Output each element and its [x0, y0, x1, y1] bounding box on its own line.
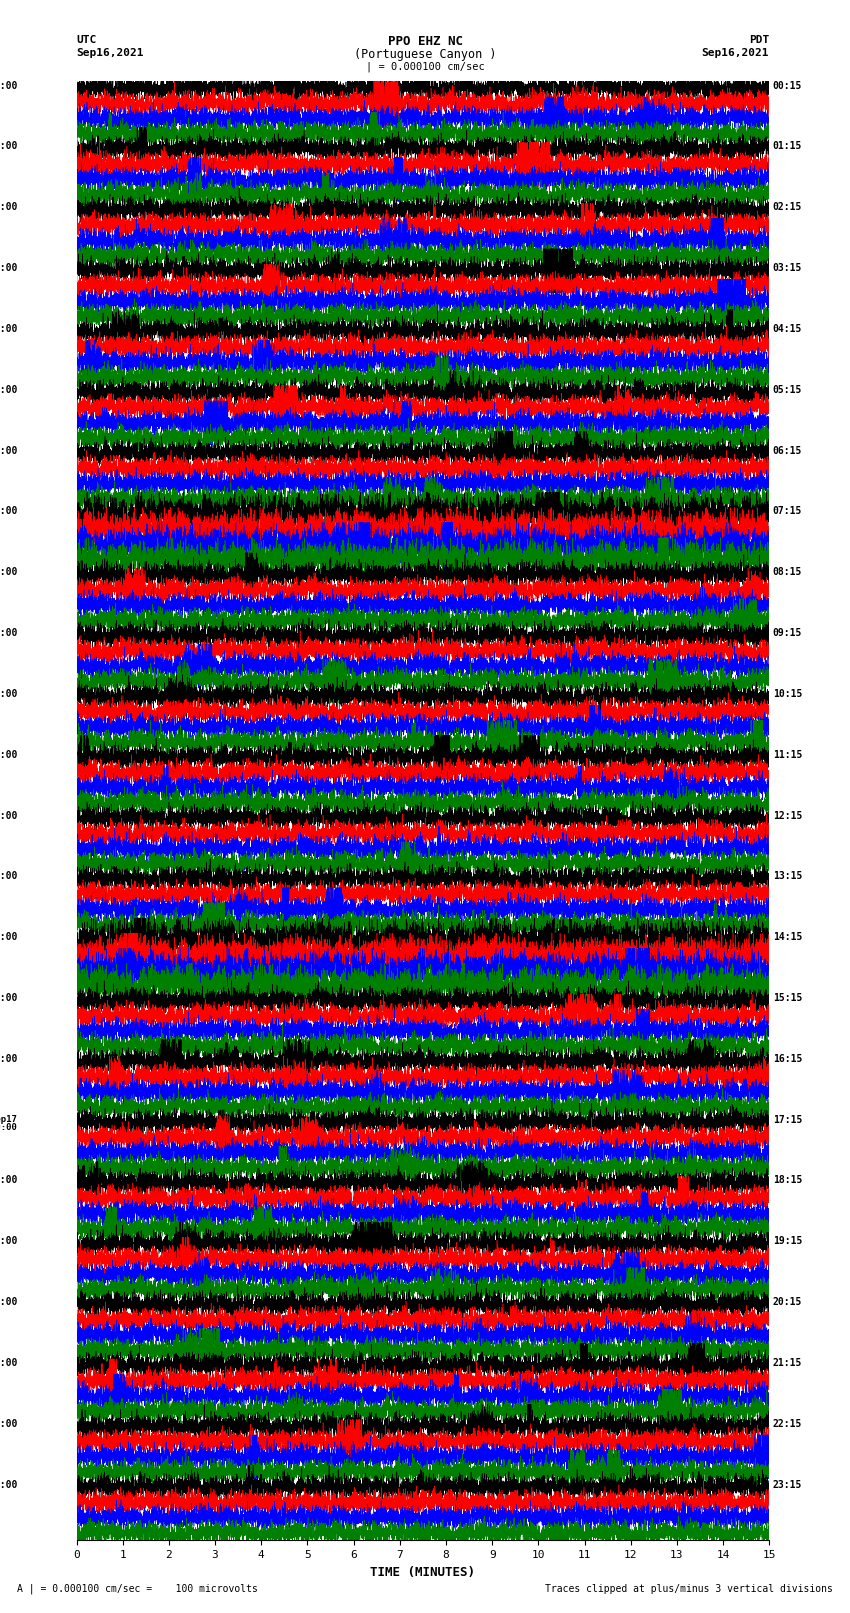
Text: 06:15: 06:15 — [773, 445, 802, 455]
Text: 07:00: 07:00 — [0, 81, 18, 90]
Text: 03:00: 03:00 — [0, 1297, 18, 1307]
Text: 18:15: 18:15 — [773, 1176, 802, 1186]
Text: 11:00: 11:00 — [0, 324, 18, 334]
Text: UTC: UTC — [76, 35, 97, 45]
Text: Sep16,2021: Sep16,2021 — [702, 48, 769, 58]
Text: 18:00: 18:00 — [0, 750, 18, 760]
Text: 22:15: 22:15 — [773, 1419, 802, 1429]
Text: 23:00: 23:00 — [0, 1053, 18, 1065]
Text: 17:15: 17:15 — [773, 1115, 802, 1124]
Text: 19:15: 19:15 — [773, 1236, 802, 1247]
Text: 20:15: 20:15 — [773, 1297, 802, 1307]
Text: | = 0.000100 cm/sec: | = 0.000100 cm/sec — [366, 61, 484, 73]
Text: Traces clipped at plus/minus 3 vertical divisions: Traces clipped at plus/minus 3 vertical … — [545, 1584, 833, 1594]
Text: 15:15: 15:15 — [773, 994, 802, 1003]
Text: 09:00: 09:00 — [0, 202, 18, 213]
Text: 17:00: 17:00 — [0, 689, 18, 698]
Text: 22:00: 22:00 — [0, 994, 18, 1003]
Text: PDT: PDT — [749, 35, 769, 45]
Text: 14:00: 14:00 — [0, 506, 18, 516]
Text: 12:00: 12:00 — [0, 386, 18, 395]
Text: Sep17: Sep17 — [0, 1115, 18, 1124]
Text: 14:15: 14:15 — [773, 932, 802, 942]
Text: 05:15: 05:15 — [773, 386, 802, 395]
Text: PPO EHZ NC: PPO EHZ NC — [388, 35, 462, 48]
Text: 23:15: 23:15 — [773, 1479, 802, 1489]
Text: Sep16,2021: Sep16,2021 — [76, 48, 144, 58]
Text: 03:15: 03:15 — [773, 263, 802, 273]
Text: 02:15: 02:15 — [773, 202, 802, 213]
Text: 13:15: 13:15 — [773, 871, 802, 881]
Text: 10:15: 10:15 — [773, 689, 802, 698]
Text: 08:15: 08:15 — [773, 568, 802, 577]
Text: 12:15: 12:15 — [773, 810, 802, 821]
Text: 07:15: 07:15 — [773, 506, 802, 516]
Text: A | = 0.000100 cm/sec =    100 microvolts: A | = 0.000100 cm/sec = 100 microvolts — [17, 1582, 258, 1594]
Text: 13:00: 13:00 — [0, 445, 18, 455]
Text: 00:00: 00:00 — [0, 1123, 18, 1132]
Text: 04:00: 04:00 — [0, 1358, 18, 1368]
Text: 21:00: 21:00 — [0, 932, 18, 942]
Text: 16:15: 16:15 — [773, 1053, 802, 1065]
Text: 20:00: 20:00 — [0, 871, 18, 881]
Text: 01:15: 01:15 — [773, 142, 802, 152]
Text: 00:15: 00:15 — [773, 81, 802, 90]
Text: 21:15: 21:15 — [773, 1358, 802, 1368]
Text: 11:15: 11:15 — [773, 750, 802, 760]
Text: 08:00: 08:00 — [0, 142, 18, 152]
Text: 05:00: 05:00 — [0, 1419, 18, 1429]
Text: 09:15: 09:15 — [773, 627, 802, 639]
Text: 10:00: 10:00 — [0, 263, 18, 273]
Text: 15:00: 15:00 — [0, 568, 18, 577]
Text: 01:00: 01:00 — [0, 1176, 18, 1186]
Text: 16:00: 16:00 — [0, 627, 18, 639]
X-axis label: TIME (MINUTES): TIME (MINUTES) — [371, 1566, 475, 1579]
Text: 04:15: 04:15 — [773, 324, 802, 334]
Text: (Portuguese Canyon ): (Portuguese Canyon ) — [354, 48, 496, 61]
Text: 06:00: 06:00 — [0, 1479, 18, 1489]
Text: 02:00: 02:00 — [0, 1236, 18, 1247]
Text: 19:00: 19:00 — [0, 810, 18, 821]
